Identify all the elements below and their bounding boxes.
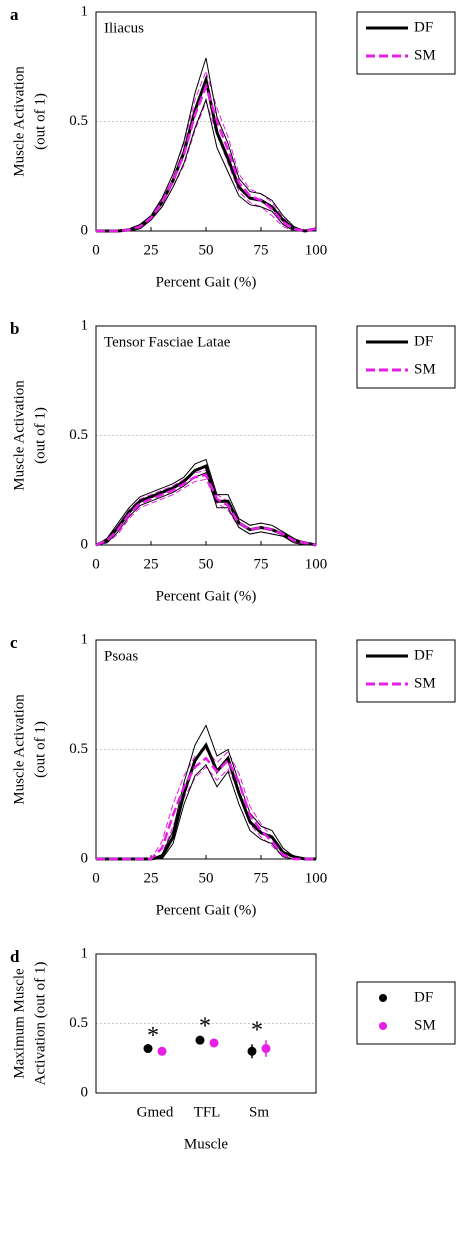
significance-mark: * (199, 1014, 211, 1040)
y-tick-label: 0 (81, 222, 89, 238)
x-tick-label: 0 (92, 556, 100, 572)
legend-label: SM (414, 47, 436, 63)
y-axis-label: Activation (out of 1) (32, 962, 48, 1086)
panel-label: b (10, 319, 19, 338)
x-tick-label: 50 (199, 870, 214, 886)
x-tick-label: 100 (305, 556, 328, 572)
legend-box (356, 325, 456, 389)
x-tick-label: 100 (305, 870, 328, 886)
x-tick-label: 25 (144, 242, 159, 258)
legend-box (356, 11, 456, 75)
y-tick-label: 0.5 (69, 741, 88, 757)
x-axis-label: Percent Gait (%) (156, 274, 257, 290)
sd-line (96, 766, 316, 860)
dot (157, 1046, 167, 1056)
dot (195, 1035, 205, 1045)
x-axis-label: Percent Gait (%) (156, 588, 257, 604)
mean-line (96, 82, 317, 233)
x-tick-label: TFL (194, 1104, 221, 1120)
mean-line (96, 742, 316, 861)
sd-line (96, 763, 316, 860)
x-tick-label: Sm (249, 1104, 269, 1120)
dot (209, 1038, 219, 1048)
mean-line (96, 756, 316, 861)
y-axis-label: Maximum Muscle (11, 968, 27, 1079)
legend-label: SM (414, 675, 436, 691)
x-tick-label: 25 (144, 556, 159, 572)
legend-marker (379, 1022, 387, 1030)
dot (143, 1044, 153, 1054)
legend-marker (379, 994, 387, 1002)
x-tick-label: 75 (254, 242, 269, 258)
legend-label: DF (414, 19, 433, 35)
y-axis-label: (out of 1) (32, 407, 48, 464)
dot (247, 1046, 257, 1056)
sd-line (95, 472, 316, 546)
legend-label: DF (414, 647, 433, 663)
plot-frame (95, 953, 317, 1094)
mean-line (96, 74, 317, 233)
panel-title: Tensor Fasciae Latae (104, 334, 231, 350)
legend-box (356, 639, 456, 703)
sd-line (95, 458, 317, 546)
panel-label: c (10, 633, 18, 652)
dot (261, 1044, 271, 1054)
y-tick-label: 1 (81, 317, 89, 333)
y-axis-label: (out of 1) (32, 721, 48, 778)
x-tick-label: 50 (199, 242, 214, 258)
y-axis-label: (out of 1) (32, 93, 48, 150)
x-tick-label: 25 (144, 870, 159, 886)
y-tick-label: 0.5 (69, 113, 88, 129)
legend-label: SM (414, 361, 436, 377)
panel-label: d (10, 947, 20, 966)
y-tick-label: 0.5 (69, 427, 88, 443)
sd-line (96, 69, 317, 232)
y-axis-label: Muscle Activation (11, 694, 27, 805)
legend-label: DF (414, 333, 433, 349)
x-tick-label: 75 (254, 556, 269, 572)
x-tick-label: Gmed (137, 1104, 174, 1120)
x-tick-label: 0 (92, 242, 100, 258)
y-tick-label: 0.5 (69, 1015, 88, 1031)
panel-title: Iliacus (104, 20, 144, 36)
x-axis-label: Percent Gait (%) (156, 902, 257, 918)
y-axis-label: Muscle Activation (11, 66, 27, 177)
x-tick-label: 75 (254, 870, 269, 886)
x-tick-label: 50 (199, 556, 214, 572)
y-tick-label: 1 (81, 631, 89, 647)
legend-box (356, 981, 456, 1045)
y-axis-label: Muscle Activation (11, 380, 27, 491)
panel-title: Psoas (104, 648, 138, 664)
mean-line (95, 473, 317, 547)
y-tick-label: 1 (81, 945, 89, 961)
y-tick-label: 1 (81, 3, 89, 19)
panel-label: a (10, 5, 19, 24)
x-axis-label: Muscle (184, 1136, 229, 1152)
x-tick-label: 100 (305, 242, 328, 258)
legend-label: SM (414, 1017, 436, 1033)
y-tick-label: 0 (81, 850, 89, 866)
sd-line (96, 97, 316, 232)
legend-label: DF (414, 989, 433, 1005)
x-tick-label: 0 (92, 870, 100, 886)
y-tick-label: 0 (81, 536, 89, 552)
significance-mark: * (251, 1018, 263, 1044)
significance-mark: * (147, 1023, 159, 1049)
y-tick-label: 0 (81, 1084, 89, 1100)
